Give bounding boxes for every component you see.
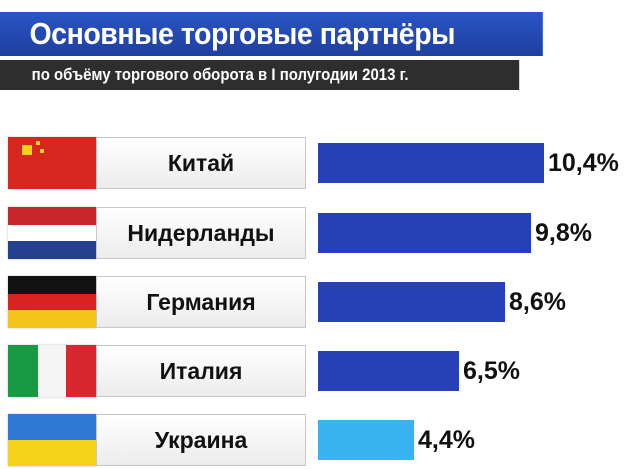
data-label: 10,4% — [548, 149, 619, 177]
category-label: Нидерланды — [96, 207, 306, 259]
category-label: Италия — [96, 345, 306, 397]
category-label: Украина — [96, 414, 306, 466]
data-label: 6,5% — [463, 357, 520, 385]
netherlands-flag-icon — [8, 207, 96, 259]
chart-row: Италия 6,5% — [0, 345, 634, 397]
data-label: 4,4% — [418, 426, 475, 454]
bar — [318, 143, 544, 183]
chart-row: Нидерланды 9,8% — [0, 207, 634, 259]
bar — [318, 351, 459, 391]
page-subtitle: по объёму торгового оборота в I полугоди… — [0, 60, 520, 90]
bar — [318, 282, 505, 322]
chart-row: Китай 10,4% — [0, 137, 634, 189]
category-label: Германия — [96, 276, 306, 328]
china-flag-icon — [8, 137, 96, 189]
bar — [318, 420, 414, 460]
germany-flag-icon — [8, 276, 96, 328]
ukraine-flag-icon — [8, 414, 96, 466]
chart-row: Украина 4,4% — [0, 414, 634, 466]
data-label: 8,6% — [509, 288, 566, 316]
bar — [318, 213, 531, 253]
category-label: Китай — [96, 137, 306, 189]
italy-flag-icon — [8, 345, 96, 397]
data-label: 9,8% — [535, 219, 592, 247]
page-title: Основные торговые партнёры России — [0, 12, 543, 95]
chart-row: Германия 8,6% — [0, 276, 634, 328]
